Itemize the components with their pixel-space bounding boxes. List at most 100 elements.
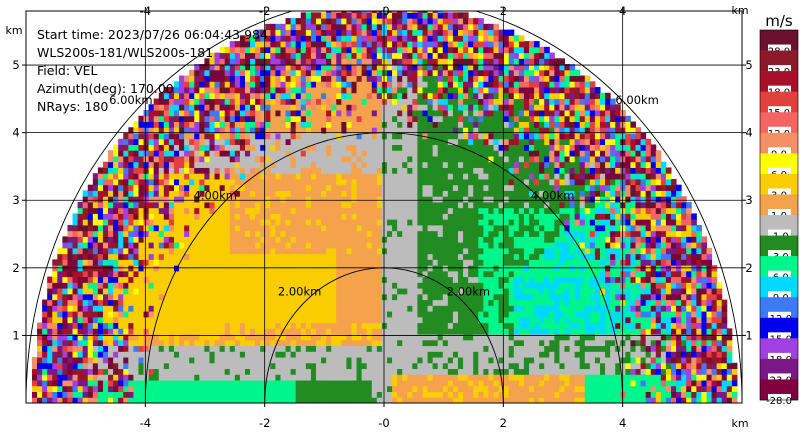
heatmap-cell xyxy=(143,213,150,220)
heatmap-cell xyxy=(483,276,489,283)
heatmap-cell xyxy=(118,380,124,387)
heatmap-cell xyxy=(615,288,621,295)
heatmap-cell xyxy=(442,253,449,260)
heatmap-cell xyxy=(726,368,733,375)
heatmap-cell xyxy=(457,351,464,358)
heatmap-cell xyxy=(123,293,129,301)
heatmap-cell xyxy=(503,374,510,381)
heatmap-cell xyxy=(635,288,642,295)
heatmap-cell xyxy=(133,259,139,266)
heatmap-cell xyxy=(224,236,231,243)
heatmap-cell xyxy=(528,213,535,220)
heatmap-cell xyxy=(706,374,713,381)
heatmap-cell xyxy=(275,201,281,209)
heatmap-cell xyxy=(594,357,601,364)
heatmap-cell xyxy=(199,190,205,197)
heatmap-cell xyxy=(336,213,342,220)
heatmap-cell xyxy=(315,282,322,289)
heatmap-cell xyxy=(508,213,515,220)
heatmap-cell xyxy=(366,362,373,370)
heatmap-cell xyxy=(275,224,281,232)
heatmap-cell xyxy=(645,305,652,312)
heatmap-cell xyxy=(371,219,378,226)
heatmap-cell xyxy=(630,334,636,341)
heatmap-cell xyxy=(483,247,489,255)
heatmap-cell xyxy=(72,282,79,289)
heatmap-cell xyxy=(179,305,185,312)
heatmap-cell xyxy=(72,259,79,266)
heatmap-cell xyxy=(518,322,525,329)
heatmap-cell xyxy=(341,345,347,352)
heatmap-cell xyxy=(204,247,210,255)
heatmap-cell xyxy=(402,236,408,243)
heatmap-cell xyxy=(108,242,114,249)
heatmap-cell xyxy=(87,207,94,214)
heatmap-cell xyxy=(239,334,246,341)
heatmap-cell xyxy=(488,374,494,381)
heatmap-cell xyxy=(559,242,565,249)
heatmap-cell xyxy=(640,357,647,364)
heatmap-cell xyxy=(513,380,520,387)
heatmap-cell xyxy=(569,201,576,209)
heatmap-cell xyxy=(67,253,74,260)
heatmap-cell xyxy=(579,328,586,335)
heatmap-cell xyxy=(427,334,434,341)
heatmap-cell xyxy=(625,288,631,295)
heatmap-cell xyxy=(660,288,667,295)
heatmap-cell xyxy=(508,184,515,191)
heatmap-cell xyxy=(676,351,682,358)
heatmap-cell xyxy=(605,196,611,203)
heatmap-cell xyxy=(559,196,565,203)
heatmap-cell xyxy=(82,288,89,295)
heatmap-cell xyxy=(645,265,652,272)
heatmap-cell xyxy=(184,224,190,232)
heatmap-cell xyxy=(539,270,545,278)
heatmap-cell xyxy=(503,276,510,283)
heatmap-cell xyxy=(468,201,474,209)
heatmap-cell xyxy=(62,345,68,352)
heatmap-cell xyxy=(579,299,586,306)
heatmap-cell xyxy=(108,184,114,191)
heatmap-cell xyxy=(660,397,667,403)
heatmap-cell xyxy=(326,247,332,255)
heatmap-cell xyxy=(77,391,84,398)
heatmap-cell xyxy=(584,230,591,237)
heatmap-cell xyxy=(523,374,530,381)
heatmap-cell xyxy=(671,311,677,318)
heatmap-cell xyxy=(630,288,636,295)
heatmap-cell xyxy=(123,385,129,393)
heatmap-cell xyxy=(300,219,307,226)
heatmap-cell xyxy=(503,362,510,370)
heatmap-cell xyxy=(138,322,145,329)
heatmap-cell xyxy=(168,247,175,255)
heatmap-cell xyxy=(417,357,423,364)
heatmap-cell xyxy=(676,357,682,364)
heatmap-cell xyxy=(696,380,702,387)
heatmap-cell xyxy=(468,276,474,283)
heatmap-cell xyxy=(599,311,606,318)
heatmap-cell xyxy=(300,236,307,243)
heatmap-cell xyxy=(427,368,434,375)
heatmap-cell xyxy=(381,362,388,370)
heatmap-cell xyxy=(437,391,444,398)
heatmap-cell xyxy=(599,374,606,381)
heatmap-cell xyxy=(224,288,231,295)
heatmap-cell xyxy=(204,351,210,358)
heatmap-cell xyxy=(569,397,576,403)
heatmap-cell xyxy=(397,213,403,220)
heatmap-cell xyxy=(295,334,302,341)
heatmap-cell xyxy=(645,380,652,387)
heatmap-cell xyxy=(559,316,565,324)
heatmap-cell xyxy=(356,368,363,375)
heatmap-cell xyxy=(625,316,631,324)
heatmap-cell xyxy=(250,282,256,289)
heatmap-cell xyxy=(381,374,388,381)
heatmap-cell xyxy=(92,316,99,324)
heatmap-cell xyxy=(615,293,621,301)
heatmap-cell xyxy=(331,345,337,352)
heatmap-cell xyxy=(204,293,210,301)
heatmap-cell xyxy=(87,224,94,232)
heatmap-cell xyxy=(321,293,327,301)
heatmap-cell xyxy=(635,374,642,381)
heatmap-cell xyxy=(229,196,236,203)
